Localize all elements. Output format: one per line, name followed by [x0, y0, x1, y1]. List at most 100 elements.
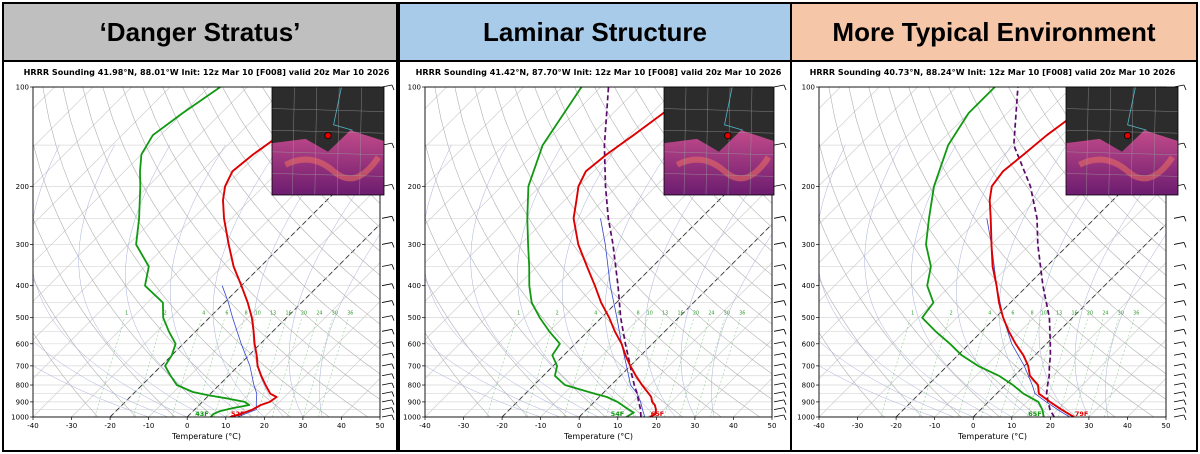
mixing-ratio-line	[679, 317, 710, 417]
x-tick-label: 50	[376, 422, 385, 430]
mixing-ratio-line	[194, 317, 226, 417]
moist-adiabat	[864, 144, 993, 417]
moist-adiabat	[212, 144, 281, 417]
wind-barb-flag	[391, 184, 395, 190]
x-tick-label: 0	[971, 422, 975, 430]
wind-barb	[773, 341, 785, 345]
dry-adiabat	[434, 87, 645, 417]
surface-dewpoint-label: 54F	[611, 410, 625, 418]
dry-adiabat	[614, 87, 772, 276]
inset-county-line	[749, 86, 753, 196]
wind-barb-flag	[783, 353, 787, 359]
y-tick-label: 700	[16, 362, 29, 370]
moist-adiabat	[517, 144, 618, 417]
isotherm-line	[819, 87, 1111, 379]
isotherm-line	[934, 185, 1166, 417]
mixing-ratio-label: 6	[225, 311, 228, 317]
mixing-ratio-label: 13	[662, 311, 668, 317]
x-tick-label: -40	[419, 422, 430, 430]
wind-barb-flag	[391, 399, 395, 406]
wind-barb	[1173, 315, 1185, 319]
mixing-ratio-label: 24	[316, 311, 322, 317]
y-tick-label: 400	[408, 282, 421, 290]
isotherm-line	[819, 87, 1073, 341]
wind-barb-flag	[1183, 353, 1187, 359]
inset-county-line	[1153, 86, 1156, 196]
mixing-ratio-label: 24	[708, 311, 714, 317]
y-tick-label: 800	[802, 382, 815, 390]
mixing-ratio-label: 36	[739, 311, 745, 317]
panel-header: Laminar Structure	[400, 4, 790, 62]
wind-barb	[381, 341, 393, 345]
inset-county-line	[1065, 151, 1179, 155]
inset-map	[271, 86, 385, 196]
wind-barb-flag	[1183, 264, 1187, 270]
x-tick-label: 30	[1084, 422, 1093, 430]
dry-adiabat	[848, 87, 1077, 417]
wind-barb-flag	[1183, 184, 1187, 190]
mixing-ratio-line	[999, 317, 1031, 417]
isotherm-line	[33, 87, 94, 148]
dry-adiabat	[242, 87, 380, 252]
y-tick-label: 200	[408, 183, 421, 191]
inset-map-frame	[663, 86, 775, 196]
temperature-trace	[988, 87, 1111, 417]
wind-barb-flag	[1183, 84, 1187, 91]
y-tick-label: 1000	[403, 414, 421, 422]
wind-barb-flag	[1183, 391, 1187, 397]
dewpoint-trace	[526, 87, 635, 417]
moist-adiabat	[819, 365, 935, 417]
mixing-ratio-label: 36	[347, 311, 353, 317]
isotherm-line	[225, 262, 380, 417]
inset-map	[1065, 86, 1179, 196]
mixing-ratio-label: 1	[517, 311, 520, 317]
mixing-ratio-label: 13	[1056, 311, 1062, 317]
mixing-ratio-line	[1026, 317, 1058, 417]
inset-location-marker	[724, 132, 732, 140]
x-tick-label: 20	[260, 422, 269, 430]
mixing-ratio-label: 8	[1031, 311, 1034, 317]
mixing-ratio-label: 8	[637, 311, 640, 317]
dry-adiabat	[122, 87, 380, 400]
mixing-ratio-label: 10	[255, 311, 261, 317]
inset-county-line	[705, 86, 709, 196]
wind-barb	[1173, 264, 1185, 267]
inset-county-line	[663, 173, 775, 177]
isotherm-line	[33, 87, 171, 225]
moist-adiabat	[1038, 144, 1123, 417]
wind-barb-flag	[783, 391, 787, 397]
dry-adiabat	[534, 87, 772, 375]
dry-adiabat	[594, 87, 772, 300]
dry-adiabat	[819, 141, 1000, 417]
x-tick-label: -20	[890, 422, 901, 430]
isotherm-line	[33, 87, 132, 187]
mixing-ratio-label: 8	[245, 311, 248, 317]
wind-barb-flag	[1183, 363, 1187, 370]
mixing-ratio-label: 20	[693, 311, 699, 317]
wind-barb-flag	[1183, 341, 1187, 347]
dry-adiabat	[928, 87, 1166, 375]
wind-barb-flag	[391, 315, 395, 321]
wind-barb-flag	[391, 391, 395, 397]
y-tick-label: 1000	[797, 414, 815, 422]
x-tick-label: 50	[1162, 422, 1171, 430]
wind-barb-flag	[783, 216, 787, 222]
isotherm-reference-line	[501, 146, 772, 417]
wind-barb-flag	[783, 363, 787, 370]
mixing-ratio-line	[1104, 317, 1135, 417]
y-tick-label: 900	[16, 398, 29, 406]
dry-adiabat	[1008, 87, 1166, 276]
inset-county-line	[663, 108, 775, 112]
skewt-chart-1: HRRR Sounding 41.98°N, 88.01°W Init: 12z…	[11, 67, 395, 441]
isotherm-line	[425, 87, 486, 148]
wind-barb	[773, 373, 785, 377]
x-tick-label: -10	[929, 422, 940, 430]
x-tick-label: -40	[813, 422, 824, 430]
dry-adiabat	[33, 217, 176, 417]
wind-barb	[1173, 215, 1185, 219]
moist-adiabat	[78, 144, 207, 417]
wind-barb-flag	[391, 382, 395, 389]
wind-barb	[381, 215, 393, 219]
wind-barb	[1173, 407, 1185, 411]
mixing-ratio-line	[694, 317, 726, 417]
